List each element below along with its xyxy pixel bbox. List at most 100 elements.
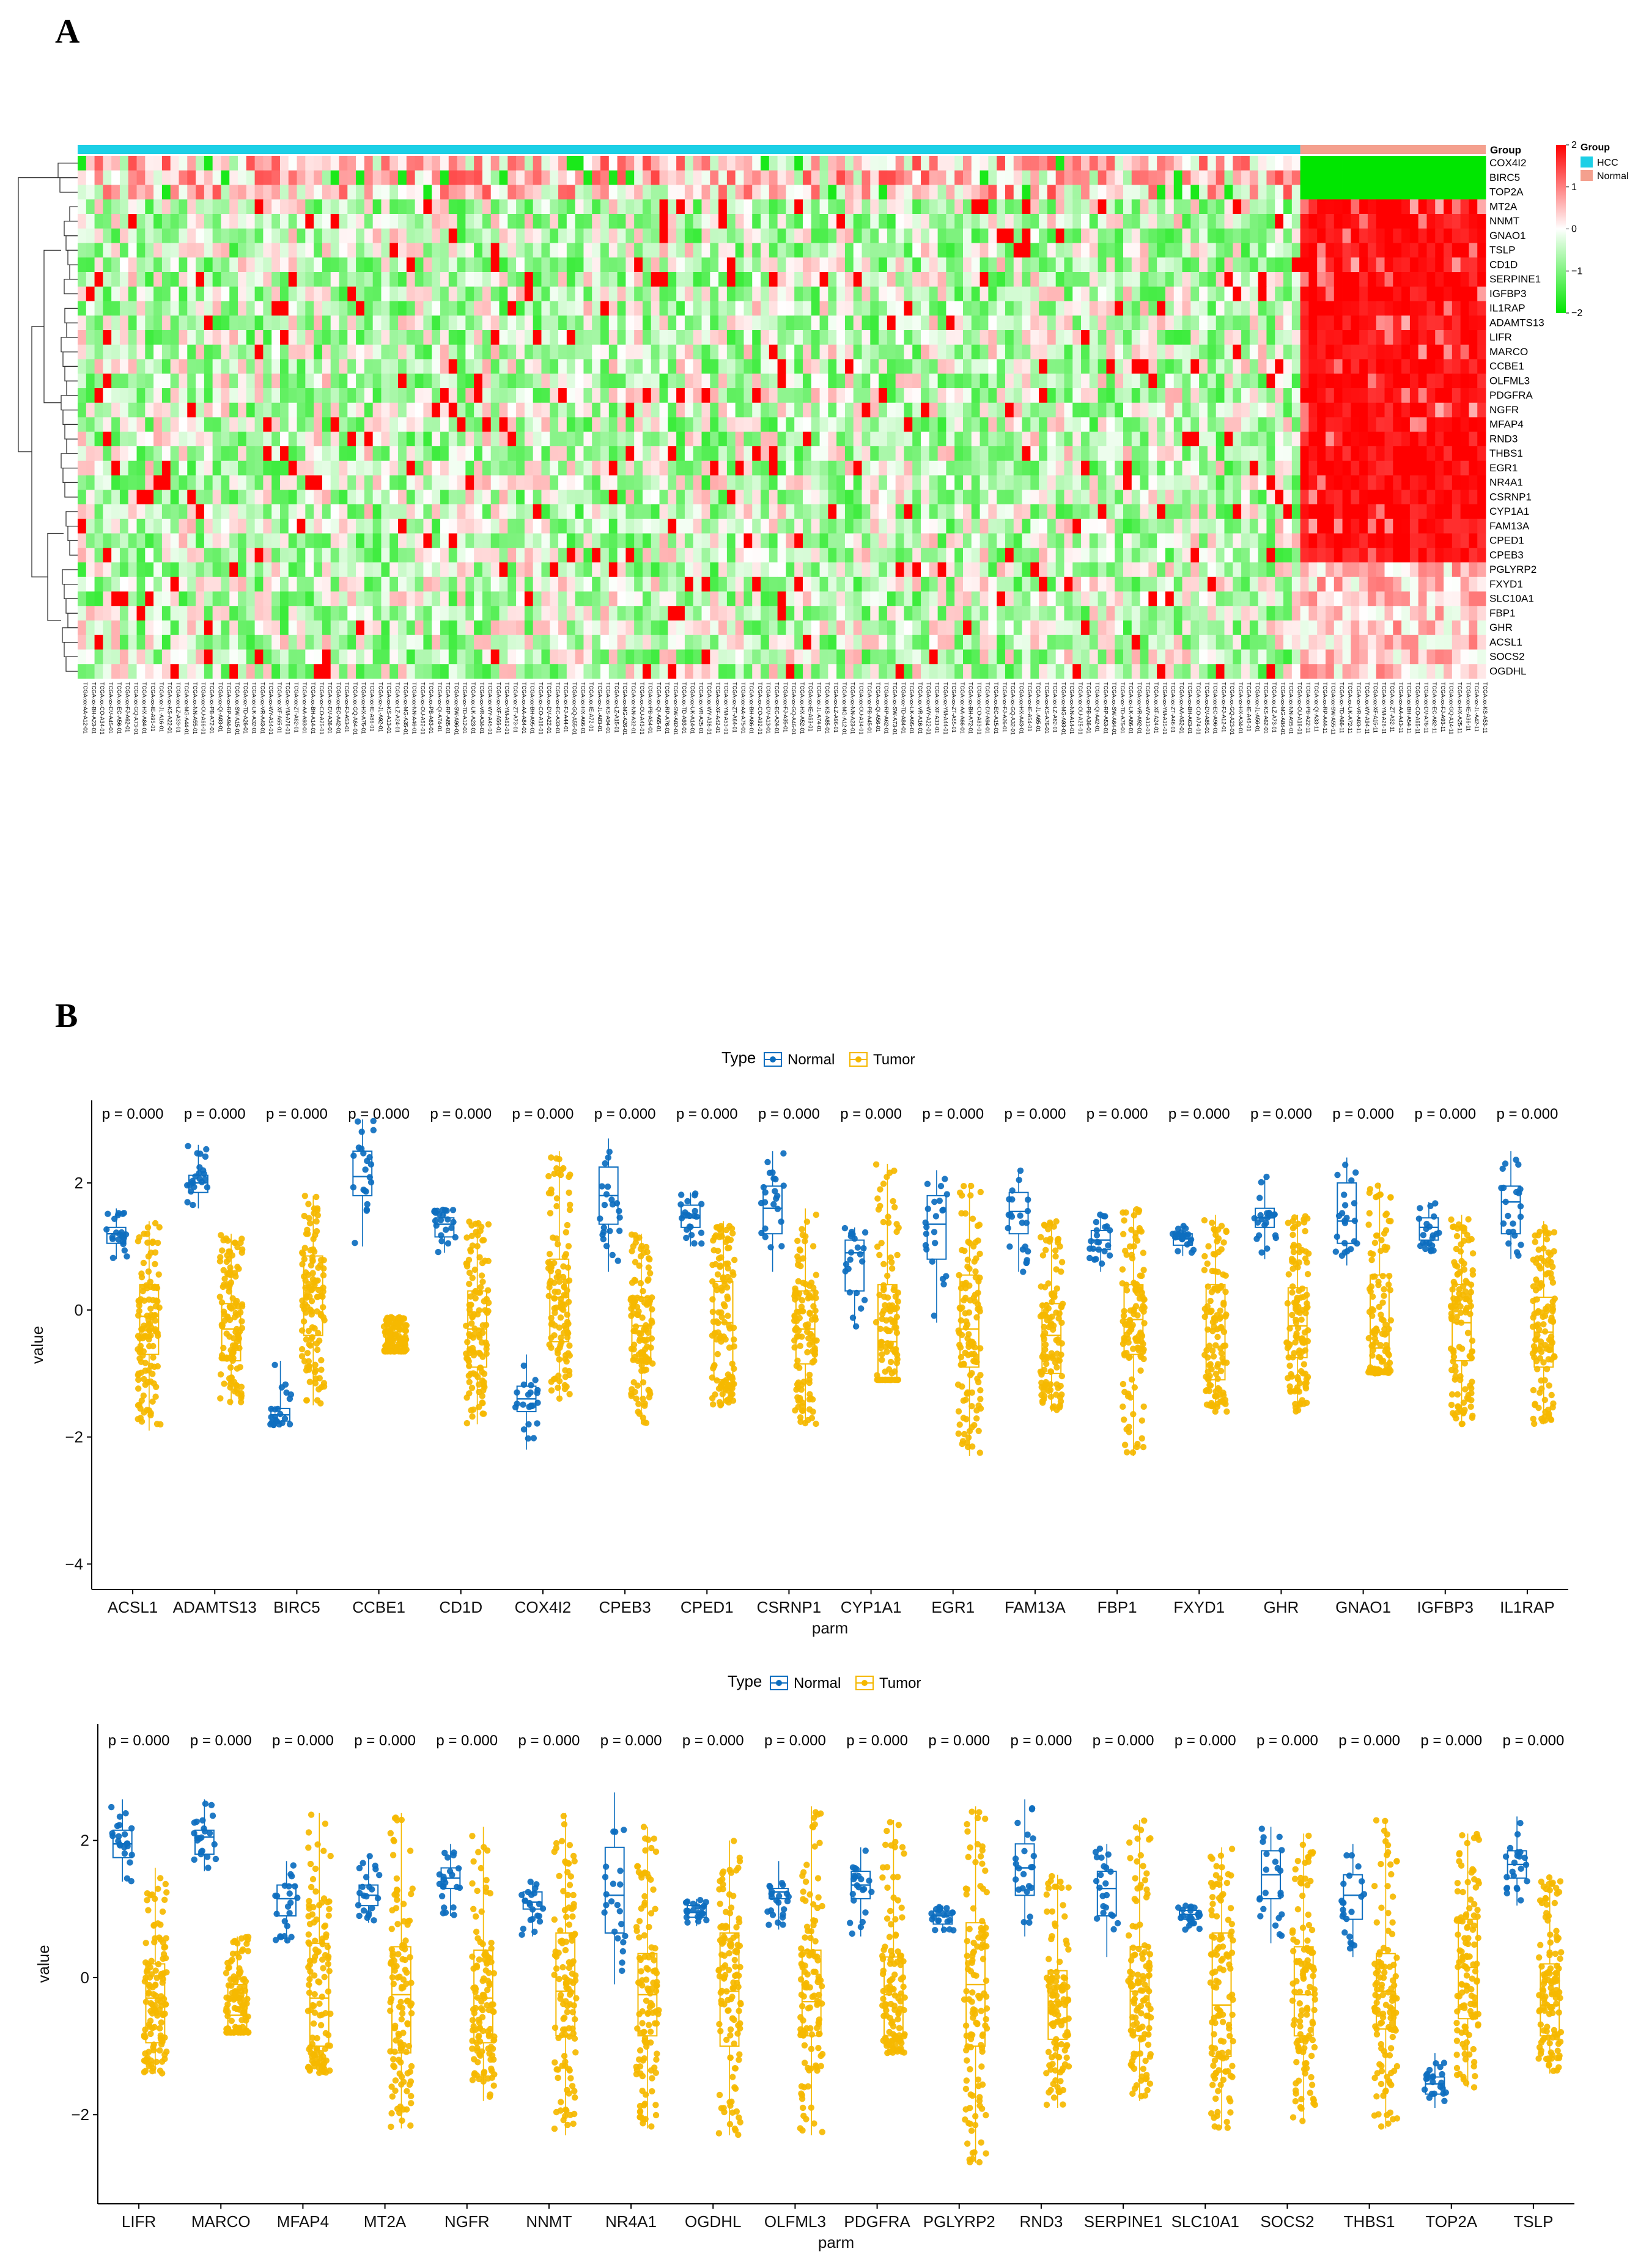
heatmap-cell [541,156,550,171]
heatmap-cell [381,460,390,476]
heatmap-cell [676,272,685,287]
heatmap-cell [103,228,112,243]
heatmap-cell [1317,170,1326,185]
heatmap-cell [769,490,778,505]
heatmap-cell [1477,257,1486,273]
heatmap-cell [1148,446,1157,462]
heatmap-cell [1013,417,1022,432]
heatmap-cell [423,199,432,215]
heatmap-cell [86,257,95,273]
heatmap-cell [128,504,137,520]
heatmap-cell [819,185,828,200]
heatmap-cell [1393,286,1402,301]
heatmap-cell [1106,504,1115,520]
heatmap-cell [971,374,980,389]
heatmap-cell [1199,504,1208,520]
heatmap-cell [583,156,592,171]
heatmap-cell [347,170,356,185]
heatmap-cell [86,504,95,520]
heatmap-cell [761,330,770,345]
heatmap-cell [119,272,129,287]
heatmap-cell [879,460,888,476]
heatmap-cell [752,475,761,490]
heatmap-cell [1182,504,1191,520]
heatmap-cell [322,446,331,462]
heatmap-cell [1291,417,1301,432]
heatmap-cell [212,460,221,476]
heatmap-cell [170,475,179,490]
heatmap-cell [600,286,610,301]
heatmap-cell [1275,272,1284,287]
heatmap-cell [221,548,230,563]
heatmap-cell [516,490,525,505]
heatmap-cell [145,243,154,258]
heatmap-cell [777,518,786,534]
heatmap-cell [204,243,213,258]
heatmap-cell [364,446,374,462]
heatmap-cell [1300,301,1309,316]
heatmap-cell [1258,402,1267,418]
heatmap-cell [819,170,828,185]
heatmap-cell [221,402,230,418]
heatmap-cell [988,490,997,505]
heatmap-cell [1325,402,1335,418]
heatmap-cell [465,199,474,215]
heatmap-cell [516,402,525,418]
heatmap-cell [676,475,685,490]
heatmap-cell [78,199,87,215]
heatmap-cell [330,374,339,389]
heatmap-cell [507,156,517,171]
heatmap-cell [78,475,87,490]
heatmap-cell [642,243,652,258]
heatmap-cell [718,330,728,345]
heatmap-cell [170,228,179,243]
heatmap-cell [322,417,331,432]
heatmap-cell [844,576,854,592]
heatmap-cell [103,490,112,505]
heatmap-cell [726,446,736,462]
heatmap-cell [583,214,592,229]
heatmap-cell [1182,548,1191,563]
heatmap-cell [786,475,795,490]
heatmap-cell [1064,504,1073,520]
heatmap-cell [895,562,904,578]
heatmap-cell [844,315,854,331]
heatmap-cell [415,214,424,229]
heatmap-cell [474,504,483,520]
heatmap-cell [1140,170,1149,185]
heatmap-cell [1022,374,1031,389]
heatmap-cell [726,548,736,563]
heatmap-cell [153,315,163,331]
heatmap-cell [1157,185,1166,200]
heatmap-cell [1115,330,1124,345]
heatmap-cell [94,272,103,287]
heatmap-cell [448,243,457,258]
heatmap-cell [1367,330,1377,345]
heatmap-cell [794,504,803,520]
heatmap-cell [625,576,635,592]
heatmap-cell [558,504,567,520]
heatmap-cell [161,199,171,215]
heatmap-cell [583,548,592,563]
heatmap-cell [288,301,297,316]
heatmap-cell [356,286,365,301]
heatmap-cell [187,286,196,301]
heatmap-cell [1123,562,1132,578]
heatmap-cell [988,432,997,447]
heatmap-cell [954,170,964,185]
heatmap-cell [1199,460,1208,476]
heatmap-cell [1165,286,1175,301]
heatmap-cell [761,185,770,200]
heatmap-cell [78,460,87,476]
heatmap-cell [929,199,939,215]
heatmap-cell [490,446,500,462]
heatmap-cell [1300,315,1309,331]
heatmap-cell [1106,243,1115,258]
dendro-link [59,177,78,193]
heatmap-cell [1359,330,1368,345]
heatmap-cell [1047,359,1057,374]
heatmap-cell [592,344,601,359]
heatmap-cell [761,243,770,258]
heatmap-cell [1089,315,1099,331]
heatmap-cell [145,214,154,229]
